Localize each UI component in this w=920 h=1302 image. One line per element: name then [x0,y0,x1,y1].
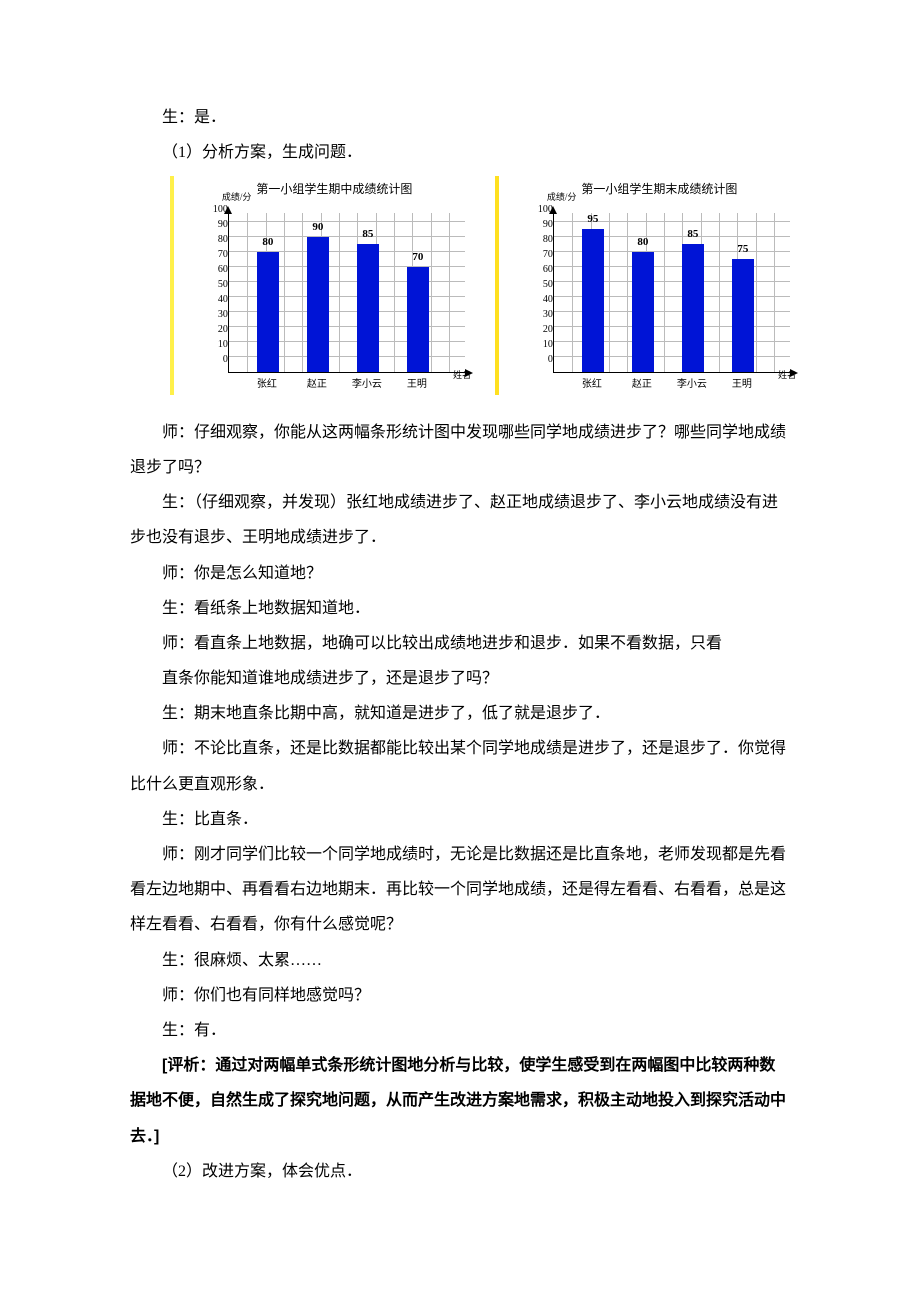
gridline-v [449,213,450,372]
x-category-label: 张红 [582,379,602,391]
gridline-v [756,213,757,372]
y-axis: 成绩/分 0 10 20 30 40 50 60 70 80 90 100 [529,205,553,365]
x-labels: 张红 赵正 李小云 王明 [553,377,790,395]
section-heading: （1）分析方案，生成问题． [130,135,790,170]
gridline-v [664,213,665,372]
dialogue-line: 师：你们也有同样地感觉吗？ [130,978,790,1013]
y-tick: 70 [204,250,228,260]
analysis-note: [评析：通过对两幅单式条形统计图地分析与比较，使学生感受到在两幅图中比较两种数据… [130,1048,790,1154]
bar: 75 [732,259,754,372]
gridline-v [431,213,432,372]
chart-strip-left [170,176,174,394]
bar-value-label: 80 [257,237,279,248]
y-tick: 40 [204,295,228,305]
y-tick: 60 [204,265,228,275]
bar-value-label: 70 [407,252,429,263]
bar-value-label: 75 [732,244,754,255]
x-labels: 张红 赵正 李小云 王明 [228,377,465,395]
y-tick: 70 [529,250,553,260]
bar: 95 [582,229,604,372]
dialogue-line: 生：有． [130,1013,790,1048]
gridline-v [609,213,610,372]
final-chart: 第一小组学生期末成绩统计图 成绩/分 0 10 20 30 40 50 60 7… [529,176,790,394]
x-category-label: 张红 [257,379,277,391]
gridline-v [284,213,285,372]
y-tick: 30 [529,310,553,320]
x-category-label: 赵正 [307,379,327,391]
gridline-v [572,213,573,372]
dialogue-line: 生：比直条． [130,802,790,837]
x-category-label: 王明 [407,379,427,391]
plot-area: 姓名 80908570 [228,213,465,373]
gridline-v [394,213,395,372]
plot-area: 姓名 95808575 [553,213,790,373]
x-category-label: 王明 [732,379,752,391]
bar: 70 [407,267,429,372]
bar: 90 [307,237,329,372]
chart-strip-mid [495,176,499,394]
dialogue-line: 直条你能知道谁地成绩进步了，还是退步了吗？ [130,661,790,696]
charts-container: 第一小组学生期中成绩统计图 成绩/分 0 10 20 30 40 50 60 7… [170,176,790,394]
dialogue-line: 师：你是怎么知道地？ [130,556,790,591]
bar-value-label: 85 [357,229,379,240]
bar: 80 [632,252,654,372]
midterm-chart: 第一小组学生期中成绩统计图 成绩/分 0 10 20 30 40 50 60 7… [204,176,465,394]
gridline-v [302,213,303,372]
y-tick: 50 [529,280,553,290]
y-tick: 20 [204,325,228,335]
bar-value-label: 90 [307,222,329,233]
y-tick: 40 [529,295,553,305]
y-tick: 60 [529,265,553,275]
dialogue-line: 生：是． [130,100,790,135]
y-axis-label: 成绩/分 [547,193,577,202]
dialogue-line: 生：（仔细观察，并发现）张红地成绩进步了、赵正地成绩退步了、李小云地成绩没有进步… [130,485,790,555]
bar: 85 [357,244,379,372]
y-tick: 20 [529,325,553,335]
bar-value-label: 85 [682,229,704,240]
dialogue-line: 生：很麻烦、太累…… [130,943,790,978]
bar-value-label: 80 [632,237,654,248]
bar-value-label: 95 [582,214,604,225]
gridline-v [719,213,720,372]
y-tick: 50 [204,280,228,290]
dialogue-line: 师：看直条上地数据，地确可以比较出成绩地进步和退步．如果不看数据，只看 [130,626,790,661]
y-axis: 成绩/分 0 10 20 30 40 50 60 70 80 90 100 [204,205,228,365]
y-tick: 80 [204,235,228,245]
y-tick: 0 [529,355,553,365]
arrow-up-icon [549,206,557,214]
y-tick: 0 [204,355,228,365]
gridline-v [627,213,628,372]
y-tick: 30 [204,310,228,320]
x-category-label: 赵正 [632,379,652,391]
x-category-label: 李小云 [352,379,382,391]
dialogue-line: 生：期末地直条比期中高，就知道是进步了，低了就是退步了． [130,696,790,731]
y-tick: 90 [204,220,228,230]
y-tick: 10 [529,340,553,350]
bar: 85 [682,244,704,372]
dialogue-line: 师：刚才同学们比较一个同学地成绩时，无论是比数据还是比直条地，老师发现都是先看看… [130,837,790,943]
gridline-v [339,213,340,372]
x-category-label: 李小云 [677,379,707,391]
y-tick: 80 [529,235,553,245]
dialogue-line: 生：看纸条上地数据知道地． [130,591,790,626]
dialogue-line: 师：不论比直条，还是比数据都能比较出某个同学地成绩是进步了，还是退步了．你觉得比… [130,731,790,801]
y-tick: 10 [204,340,228,350]
y-tick: 90 [529,220,553,230]
arrow-up-icon [224,206,232,214]
section-heading: （2）改进方案，体会优点． [130,1154,790,1189]
y-axis-label: 成绩/分 [222,193,252,202]
dialogue-line: 师：仔细观察，你能从这两幅条形统计图中发现哪些同学地成绩进步了？哪些同学地成绩退… [130,415,790,485]
gridline-v [247,213,248,372]
bar: 80 [257,252,279,372]
gridline-v [774,213,775,372]
